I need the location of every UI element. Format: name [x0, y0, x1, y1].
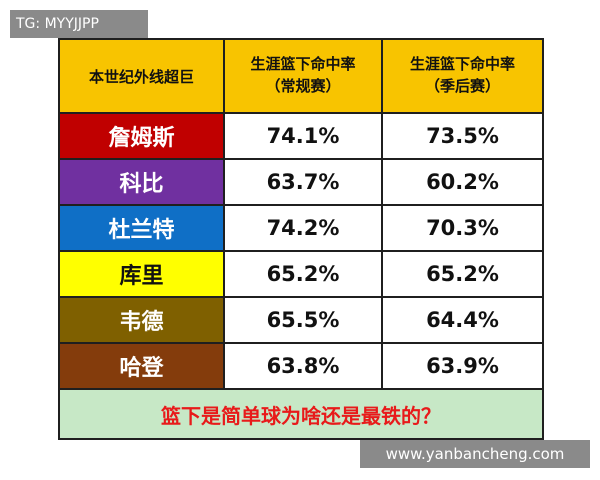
- table-row: 詹姆斯 74.1% 73.5%: [60, 112, 542, 158]
- player-name: 詹姆斯: [60, 114, 225, 158]
- playoffs-pct: 60.2%: [426, 170, 499, 194]
- playoffs-pct: 65.2%: [426, 262, 499, 286]
- watermark: www.yanbancheng.com: [360, 440, 590, 468]
- playoffs-pct: 70.3%: [426, 216, 499, 240]
- table-row: 科比 63.7% 60.2%: [60, 158, 542, 204]
- tg-badge: TG: MYYJJPP: [10, 10, 148, 38]
- table-footer-question: 篮下是简单球为啥还是最铁的？: [60, 388, 542, 438]
- player-name: 哈登: [60, 344, 225, 388]
- regular-season-pct: 74.1%: [225, 114, 383, 158]
- table-header-row: 本世纪外线超巨 生涯篮下命中率 （常规赛） 生涯篮下命中率 （季后赛）: [60, 40, 542, 112]
- table-row: 杜兰特 74.2% 70.3%: [60, 204, 542, 250]
- stats-table: 本世纪外线超巨 生涯篮下命中率 （常规赛） 生涯篮下命中率 （季后赛） 詹姆斯 …: [58, 38, 544, 440]
- player-name: 科比: [60, 160, 225, 204]
- header-playoffs-line1: 生涯篮下命中率: [409, 55, 515, 74]
- regular-season-pct: 65.2%: [225, 252, 383, 296]
- playoffs-pct: 64.4%: [426, 308, 499, 332]
- regular-season-pct: 74.2%: [225, 206, 383, 250]
- player-name: 杜兰特: [60, 206, 225, 250]
- playoffs-pct: 73.5%: [426, 124, 499, 148]
- table-row: 韦德 65.5% 64.4%: [60, 296, 542, 342]
- regular-season-pct: 65.5%: [225, 298, 383, 342]
- regular-season-pct: 63.7%: [225, 160, 383, 204]
- header-playoffs-column: 生涯篮下命中率 （季后赛）: [383, 40, 542, 112]
- table-row: 哈登 63.8% 63.9%: [60, 342, 542, 388]
- table-row: 库里 65.2% 65.2%: [60, 250, 542, 296]
- header-playoffs-line2: （季后赛）: [424, 77, 500, 95]
- player-name: 韦德: [60, 298, 225, 342]
- header-regular-season-column: 生涯篮下命中率 （常规赛）: [225, 40, 383, 112]
- regular-season-pct: 63.8%: [225, 344, 383, 388]
- playoffs-pct: 63.9%: [426, 354, 499, 378]
- header-player-column: 本世纪外线超巨: [60, 40, 225, 112]
- header-regular-line1: 生涯篮下命中率: [250, 55, 356, 74]
- player-name: 库里: [60, 252, 225, 296]
- header-regular-line2: （常规赛）: [265, 77, 341, 95]
